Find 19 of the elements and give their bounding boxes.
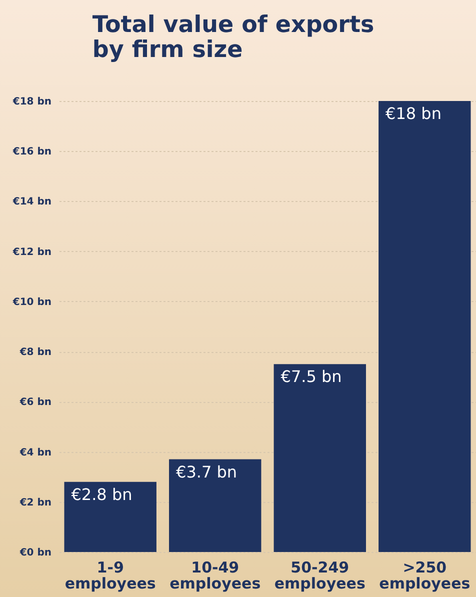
data-label: €18 bn [386,104,442,123]
y-tick-label: €4 bn [18,447,52,458]
x-tick-label: 10-49 employees [170,558,261,592]
y-tick-label: €6 bn [18,397,52,408]
y-tick-label: €12 bn [12,246,52,258]
chart-title: Total value of exports by firm size [92,12,374,63]
x-tick-label: 1-9 employees [64,558,156,592]
data-label: €2.8 bn [71,484,132,504]
y-tick-label: €18 bn [12,96,52,108]
y-tick-label: €14 bn [12,196,52,208]
y-tick-label: €16 bn [12,146,52,158]
data-label: €7.5 bn [280,367,342,386]
y-tick-label: €10 bn [12,296,52,308]
y-tick-label: €0 bn [18,548,52,558]
data-label: €3.7 bn [176,462,238,482]
y-tick-label: €2 bn [18,497,52,508]
y-tick-label: €8 bn [18,347,52,358]
x-tick-label: 50-249 employees [274,558,366,592]
x-tick-label: >250 employees [379,558,470,592]
